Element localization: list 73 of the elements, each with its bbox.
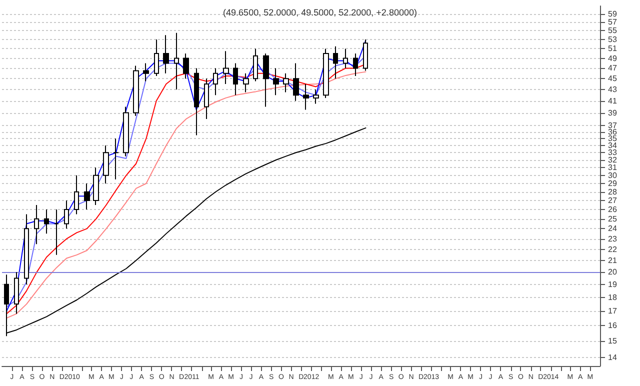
- candlestick: [253, 48, 258, 82]
- candlestick: [313, 88, 319, 104]
- chart-title: (49.6500, 52.0000, 49.5000, 52.2000, +2.80000): [223, 8, 417, 18]
- y-tick-label: 57: [608, 18, 618, 27]
- y-tick-label: 17: [608, 306, 618, 316]
- candlestick: [174, 32, 179, 90]
- candlestick: [273, 68, 279, 96]
- candlestick: [54, 209, 59, 256]
- candlestick: [263, 52, 269, 108]
- candlestick: [333, 46, 338, 80]
- candlestick: [233, 62, 238, 96]
- line-series: [6, 127, 366, 334]
- candlestick: [213, 68, 218, 96]
- y-tick-label: 20: [608, 268, 618, 277]
- y-tick-label: 47: [608, 64, 618, 73]
- y-tick-label: 43: [608, 84, 618, 94]
- y-tick-label: 45: [608, 74, 618, 84]
- y-tick-label: 19: [608, 280, 618, 289]
- y-tick-label: 37: [608, 120, 618, 130]
- y-tick-label: 49: [608, 54, 618, 63]
- y-tick-label: 16: [608, 320, 618, 330]
- y-tick-label: 24: [608, 224, 618, 234]
- y-tick-label: 31: [608, 163, 618, 172]
- y-tick-label: 32: [608, 155, 618, 164]
- y-tick-label: 15: [608, 336, 618, 346]
- candlestick: [14, 272, 19, 314]
- y-tick-label: 21: [608, 256, 618, 266]
- y-tick-label: 55: [608, 26, 618, 36]
- candlestick: [323, 48, 329, 98]
- candlestick: [143, 62, 149, 82]
- candlestick: [154, 39, 159, 76]
- candlestick: [194, 68, 199, 136]
- candlestick: [343, 48, 348, 69]
- candlestick: [303, 83, 309, 110]
- y-tick-label: 53: [608, 35, 618, 44]
- y-tick-label: 34: [608, 141, 618, 150]
- y-tick-label: 27: [608, 196, 618, 206]
- y-tick-label: 39: [608, 108, 618, 118]
- candlestick: [103, 145, 109, 184]
- y-tick-label: 35: [608, 134, 618, 144]
- candlestick: [93, 167, 99, 206]
- y-tick-label: 36: [608, 127, 618, 136]
- candlestick: [44, 209, 49, 234]
- y-tick-label: 51: [608, 44, 618, 54]
- y-tick-label: 26: [608, 205, 618, 214]
- candlestick: [293, 62, 299, 102]
- candlestick: [283, 72, 289, 93]
- candlestick: [34, 204, 39, 245]
- candlestick: [163, 34, 169, 74]
- y-tick-label: 41: [608, 96, 618, 106]
- y-tick-label: 22: [608, 244, 618, 254]
- candlestick: [353, 52, 358, 76]
- candlestick: [183, 52, 189, 80]
- candlestick: [113, 138, 119, 180]
- y-tick-label: 33: [608, 148, 618, 158]
- candlestick: [24, 214, 29, 285]
- candlestick: [243, 72, 249, 93]
- candlestick: [204, 78, 209, 120]
- candlestick: [133, 65, 139, 116]
- candlestick: [223, 50, 229, 84]
- candlestick: [74, 174, 79, 215]
- y-tick-label: 14: [608, 352, 618, 362]
- y-tick-label: 23: [608, 234, 618, 244]
- y-tick-label: 29: [608, 178, 618, 188]
- y-tick-label: 25: [608, 214, 618, 224]
- candlestick: [84, 182, 90, 210]
- y-tick-label: 18: [608, 292, 618, 302]
- candlestick: [64, 200, 69, 230]
- y-tick-label: 30: [608, 170, 618, 180]
- candlestick: [123, 106, 129, 157]
- y-tick-label: 28: [608, 187, 618, 196]
- candlestick: [363, 39, 368, 72]
- y-tick-label: 59: [608, 9, 618, 18]
